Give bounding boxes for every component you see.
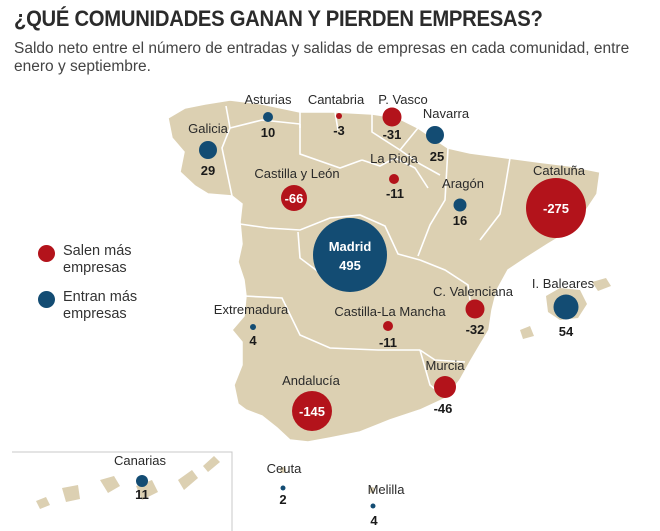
region-name: Canarias [114, 453, 167, 468]
region-name: Cantabria [308, 92, 365, 107]
region-name: Galicia [188, 121, 229, 136]
value-bubble [263, 112, 273, 122]
island-canarias-6 [203, 456, 220, 472]
region-value: 4 [370, 513, 378, 528]
region-name: Aragón [442, 176, 484, 191]
canarias-divider [12, 451, 233, 531]
region-value: 11 [135, 487, 149, 502]
region-name: Melilla [368, 482, 406, 497]
marker-extremadura: Extremadura 4 [214, 302, 289, 348]
region-name: Castilla y León [254, 166, 339, 181]
region-name: Navarra [423, 106, 470, 121]
legend-label: Salen más empresas [63, 243, 132, 276]
value-bubble [136, 475, 148, 487]
region-value: -46 [434, 401, 453, 416]
value-bubble [336, 113, 342, 119]
marker-c-valenciana: C. Valenciana -32 [433, 284, 514, 337]
region-name: Asturias [245, 92, 292, 107]
chart-title: ¿QUÉ COMUNIDADES GANAN Y PIERDEN EMPRESA… [14, 6, 543, 31]
marker-baleares: I. Baleares 54 [532, 276, 595, 339]
marker-asturias: Asturias 10 [245, 92, 292, 140]
melilla-land [369, 487, 375, 493]
blue-circle-icon [38, 291, 55, 308]
region-name: Andalucía [282, 373, 341, 388]
island-canarias-5 [178, 470, 198, 490]
ceuta-land [280, 467, 286, 473]
region-name: I. Baleares [532, 276, 595, 291]
island-ibiza [520, 326, 534, 339]
value-bubble [526, 178, 586, 238]
island-canarias-3 [100, 476, 120, 493]
region-name: Cataluña [533, 163, 586, 178]
marker-la-rioja: La Rioja -11 [370, 151, 418, 201]
marker-castilla-leon: Castilla y León -66 [254, 166, 340, 211]
value-bubble [426, 126, 444, 144]
region-name: La Rioja [370, 151, 418, 166]
region-value: 25 [430, 149, 444, 164]
region-value: 495 [339, 258, 361, 273]
value-bubble [199, 141, 217, 159]
marker-cataluna: Cataluña -275 [526, 163, 586, 238]
marker-ceuta: Ceuta 2 [267, 461, 302, 507]
marker-pais-vasco: P. Vasco -31 [378, 92, 427, 142]
region-value: 29 [201, 163, 215, 178]
value-bubble [465, 299, 485, 319]
region-name: Castilla-La Mancha [334, 304, 446, 319]
region-name: Extremadura [214, 302, 289, 317]
chart-subtitle: Saldo neto entre el número de entradas y… [14, 40, 630, 75]
region-value: 4 [249, 333, 257, 348]
value-bubble [383, 321, 393, 331]
region-value: 54 [559, 324, 574, 339]
value-bubble [281, 185, 307, 211]
value-bubble [313, 218, 387, 292]
value-bubble [382, 107, 402, 127]
value-bubble [389, 174, 399, 184]
region-name: C. Valenciana [433, 284, 514, 299]
region-value: -11 [386, 186, 404, 201]
marker-andalucia: Andalucía -145 [282, 373, 341, 431]
region-value: 2 [279, 492, 286, 507]
marker-aragon: Aragón 16 [442, 176, 484, 228]
value-bubble [553, 294, 579, 320]
value-bubble [434, 376, 456, 398]
region-name: Ceuta [267, 461, 302, 476]
value-bubble [370, 503, 376, 509]
region-value: -275 [543, 201, 569, 216]
marker-galicia: Galicia 29 [188, 121, 229, 178]
marker-melilla: Melilla 4 [368, 482, 406, 528]
marker-madrid: Madrid 495 [313, 218, 387, 292]
region-value: 16 [453, 213, 467, 228]
marker-murcia: Murcia -46 [425, 358, 465, 416]
region-name: P. Vasco [378, 92, 427, 107]
value-bubble [250, 324, 256, 330]
island-canarias-2 [62, 485, 80, 502]
island-canarias-1 [36, 497, 50, 509]
region-value: -31 [383, 127, 402, 142]
region-name: Madrid [329, 239, 372, 254]
region-borders [221, 105, 511, 399]
marker-navarra: Navarra 25 [423, 106, 470, 164]
marker-cantabria: Cantabria -3 [308, 92, 365, 138]
marker-castilla-la-mancha: Castilla-La Mancha -11 [334, 304, 446, 350]
red-circle-icon [38, 245, 55, 262]
region-value: -145 [299, 404, 325, 419]
island-menorca [592, 278, 611, 291]
value-bubble [453, 198, 467, 212]
region-value: 10 [261, 125, 275, 140]
region-value: -66 [285, 191, 304, 206]
region-value: -11 [379, 335, 397, 350]
value-bubble [292, 391, 332, 431]
legend-label: Entran más empresas [63, 289, 138, 322]
region-value: -3 [333, 123, 345, 138]
value-bubble [280, 485, 286, 491]
marker-canarias: Canarias 11 [114, 453, 167, 502]
region-value: -32 [466, 322, 485, 337]
region-name: Murcia [425, 358, 465, 373]
